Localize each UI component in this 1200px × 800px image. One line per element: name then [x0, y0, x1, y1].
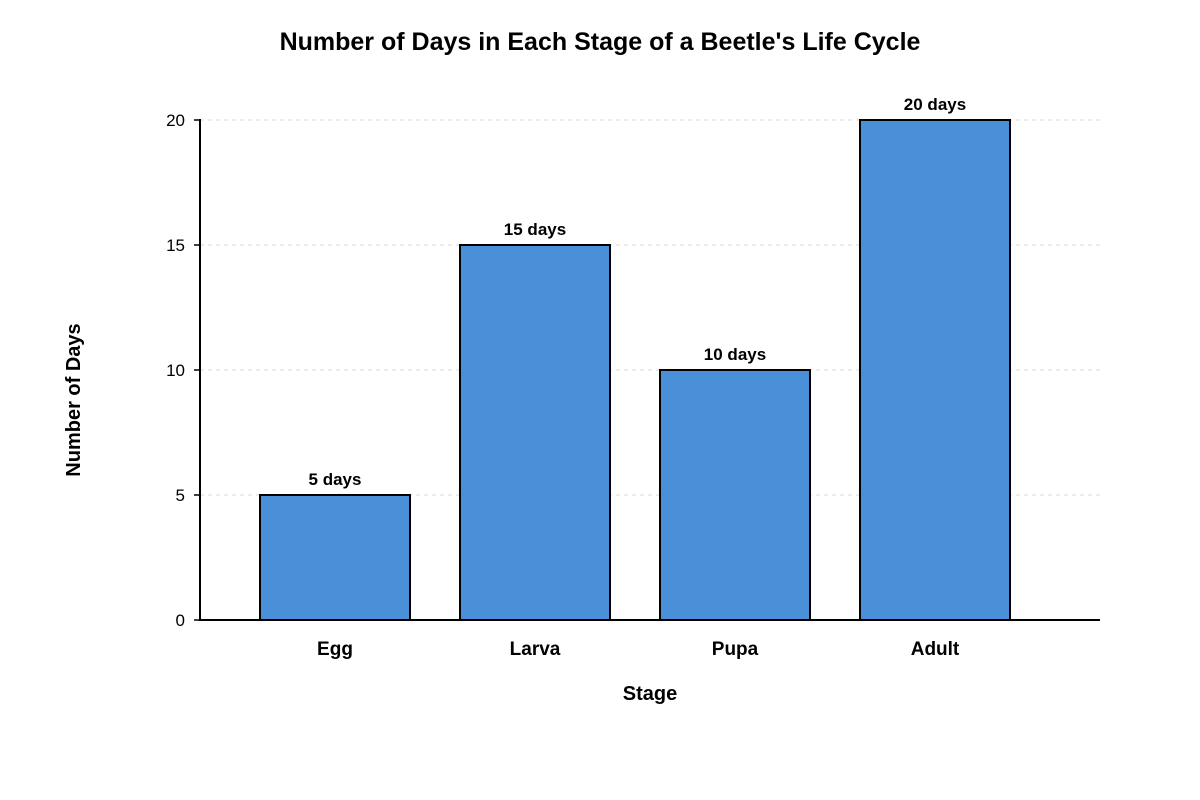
chart-title: Number of Days in Each Stage of a Beetle…	[280, 28, 921, 56]
y-tick-label: 15	[166, 236, 185, 255]
bar-adult	[859, 119, 1011, 621]
y-tick-label: 5	[176, 486, 185, 505]
x-axis-title: Stage	[623, 683, 677, 705]
x-tick-label-pupa: Pupa	[712, 639, 759, 660]
data-label-pupa: 10 days	[704, 345, 766, 364]
y-tick-label: 20	[166, 111, 185, 130]
data-labels: 5 days 15 days 10 days 20 days	[309, 95, 967, 489]
y-axis-title: Number of Days	[63, 323, 85, 476]
data-label-egg: 5 days	[309, 470, 362, 489]
x-tick-label-adult: Adult	[911, 639, 960, 660]
y-tick-label: 0	[176, 611, 185, 630]
x-axis-ticks: Egg Larva Pupa Adult	[317, 639, 960, 660]
gridlines	[200, 119, 1100, 496]
bar-pupa	[659, 369, 811, 621]
x-tick-label-larva: Larva	[510, 639, 561, 660]
y-tick-label: 10	[166, 361, 185, 380]
data-label-larva: 15 days	[504, 220, 566, 239]
x-tick-label-egg: Egg	[317, 639, 353, 660]
data-label-adult: 20 days	[904, 95, 966, 114]
bar-larva	[459, 244, 611, 621]
bars	[259, 119, 1011, 621]
bar-egg	[259, 494, 411, 621]
y-axis-ticks: 0 5 10 15 20	[166, 111, 200, 630]
